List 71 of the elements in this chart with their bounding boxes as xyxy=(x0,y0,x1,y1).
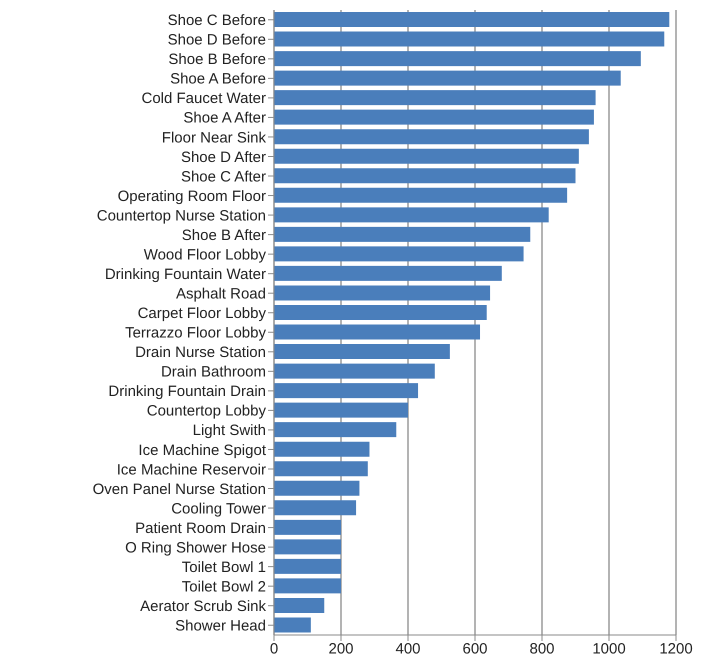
y-tick-label: Cooling Tower xyxy=(171,500,266,518)
bar xyxy=(274,598,324,613)
y-tick-label: Shoe C After xyxy=(180,168,266,186)
bar xyxy=(274,90,596,106)
y-tick-label: Asphalt Road xyxy=(176,286,266,303)
bar xyxy=(274,110,594,125)
bar xyxy=(274,364,435,379)
bar xyxy=(274,70,621,86)
y-tick-label: Toilet Bowl 1 xyxy=(182,558,266,576)
bar xyxy=(274,129,589,144)
y-tick-label: Toilet Bowl 2 xyxy=(182,578,266,596)
y-tick-label: Floor Near Sink xyxy=(162,129,266,146)
bar xyxy=(274,266,502,281)
y-tick-label: Drain Bathroom xyxy=(160,364,266,381)
bar xyxy=(274,578,341,594)
y-tick-label: Drinking Fountain Water xyxy=(104,266,266,283)
bar xyxy=(274,558,341,574)
y-tick-label: Shower Head xyxy=(175,618,266,635)
y-tick-label: Shoe B After xyxy=(182,226,266,244)
bar xyxy=(274,12,670,27)
x-tick-label: 1200 xyxy=(659,640,693,658)
y-tick-label: Shoe B Before xyxy=(168,51,266,68)
y-tick-label: Shoe A After xyxy=(183,110,266,127)
x-tick-label: 0 xyxy=(270,640,278,658)
y-tick-label: Ice Machine Reservoir xyxy=(116,461,266,478)
bar xyxy=(274,285,490,300)
y-tick-label: Wood Floor Lobby xyxy=(144,246,266,264)
x-tick-label: 400 xyxy=(395,640,421,658)
bar xyxy=(274,168,576,184)
bar xyxy=(274,461,368,476)
x-tick-label: 200 xyxy=(328,640,354,658)
y-tick-label: Shoe D Before xyxy=(168,32,266,49)
bar xyxy=(274,480,360,496)
y-tick-label: Shoe A Before xyxy=(170,70,266,88)
y-tick-label: Shoe C Before xyxy=(168,12,266,30)
y-tick-label: Shoe D After xyxy=(180,148,266,166)
x-tick-label: 1000 xyxy=(592,640,626,658)
bar xyxy=(274,32,664,47)
bar xyxy=(274,539,341,554)
y-tick-label: Aerator Scrub Sink xyxy=(140,598,266,616)
y-tick-label: Patient Room Drain xyxy=(135,520,266,537)
y-tick-label: Drinking Fountain Drain xyxy=(108,383,266,400)
bar xyxy=(274,344,450,360)
y-tick-label: Light Swith xyxy=(192,422,266,440)
y-tick-label: Carpet Floor Lobby xyxy=(138,305,266,322)
y-tick-label: Cold Faucet Water xyxy=(142,90,266,108)
bar xyxy=(274,226,530,242)
y-tick-label: O Ring Shower Hose xyxy=(125,539,266,556)
bar xyxy=(274,51,641,66)
bar xyxy=(274,246,524,262)
bar xyxy=(274,402,408,418)
bar xyxy=(274,304,487,320)
y-tick-label: Countertop Nurse Station xyxy=(96,207,266,224)
bar xyxy=(274,422,396,438)
bar xyxy=(274,324,480,340)
x-tick-label: 800 xyxy=(529,640,555,658)
bar xyxy=(274,617,311,632)
y-tick-label: Operating Room Floor xyxy=(118,188,266,205)
bar xyxy=(274,188,568,203)
bar xyxy=(274,442,370,457)
y-tick-label: Countertop Lobby xyxy=(146,402,266,420)
y-tick-label: Oven Panel Nurse Station xyxy=(92,480,266,498)
x-tick-label: 600 xyxy=(462,640,488,658)
bar xyxy=(274,148,579,164)
y-tick-label: Drain Nurse Station xyxy=(135,344,266,362)
bar xyxy=(274,500,356,516)
bar xyxy=(274,520,341,535)
bar xyxy=(274,383,418,398)
bar xyxy=(274,207,549,222)
y-tick-label: Ice Machine Spigot xyxy=(138,442,267,459)
y-tick-label: Terrazzo Floor Lobby xyxy=(125,324,266,342)
